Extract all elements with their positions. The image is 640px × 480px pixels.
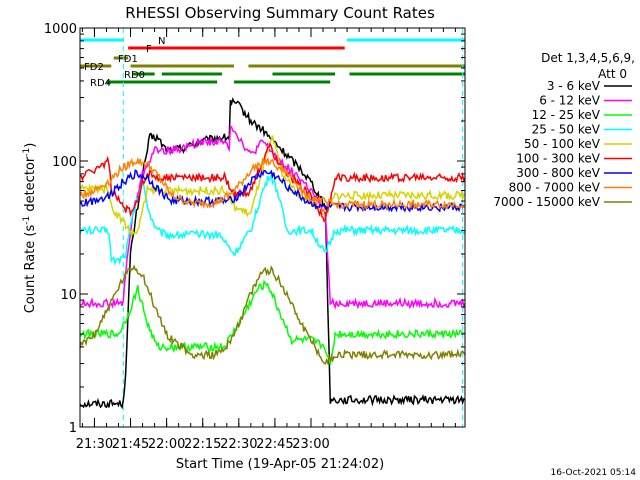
flag-label-n: N bbox=[158, 36, 165, 47]
x-tick-label: 22:00 bbox=[148, 437, 185, 452]
legend-label-800-7000-kev: 800 - 7000 keV bbox=[509, 181, 601, 195]
y-axis-label-mid: detector bbox=[23, 156, 38, 216]
series-line-25-50-kev bbox=[79, 173, 466, 266]
y-tick-label: 1000 bbox=[44, 22, 77, 37]
legend-label-100-300-kev: 100 - 300 keV bbox=[516, 152, 600, 166]
legend-label-3-6-kev: 3 - 6 keV bbox=[547, 79, 601, 93]
series-group bbox=[79, 97, 466, 410]
flag-bars: NF FD1 FD2 RD0 RD4 bbox=[80, 36, 465, 89]
series-line-50-100-kev bbox=[79, 135, 466, 239]
legend-label-50-100-kev: 50 - 100 keV bbox=[524, 137, 601, 151]
x-axis-label: Start Time (19-Apr-05 21:24:02) bbox=[176, 457, 384, 472]
flag-label-fd2: FD2 bbox=[84, 62, 104, 73]
x-tick-label: 22:15 bbox=[184, 437, 221, 452]
x-tick-label: 21:45 bbox=[112, 437, 149, 452]
series-line-12-25-kev bbox=[79, 279, 466, 365]
y-axis-label-sup1: -1 bbox=[22, 216, 32, 225]
y-axis-ticks: 1 10 100 1000 bbox=[44, 22, 465, 436]
attenuator-lines bbox=[122, 28, 464, 427]
flag-label-fd1: FD1 bbox=[118, 54, 138, 65]
x-tick-label: 23:00 bbox=[292, 437, 329, 452]
y-tick-label: 100 bbox=[52, 155, 77, 170]
flag-label-rd0: RD0 bbox=[124, 70, 145, 81]
chart-title: RHESSI Observing Summary Count Rates bbox=[125, 4, 435, 22]
series-line-100-300-kev bbox=[79, 142, 466, 223]
flag-label-f: F bbox=[146, 44, 152, 55]
series-line-300-800-kev bbox=[79, 169, 466, 213]
legend-label-6-12-kev: 6 - 12 keV bbox=[539, 94, 601, 108]
y-axis-label-sup2: -1 bbox=[22, 148, 32, 157]
series-line-800-7000-kev bbox=[79, 156, 466, 212]
plot-frame bbox=[79, 27, 466, 428]
legend-label-25-50-kev: 25 - 50 keV bbox=[532, 123, 601, 137]
x-tick-label: 21:30 bbox=[76, 437, 113, 452]
y-axis-label: Count Rate (s-1 detector-1) bbox=[22, 143, 38, 314]
y-axis-label-end: ) bbox=[23, 143, 38, 148]
legend-label-7000-15000-kev: 7000 - 15000 keV bbox=[493, 195, 600, 209]
flag-label-rd4: RD4 bbox=[90, 78, 111, 89]
x-tick-label: 22:45 bbox=[256, 437, 293, 452]
legend-header-attenuator: Att 0 bbox=[598, 67, 627, 81]
legend-label-12-25-kev: 12 - 25 keV bbox=[532, 108, 601, 122]
y-tick-label: 1 bbox=[69, 421, 77, 436]
legend-label-300-800-kev: 300 - 800 keV bbox=[516, 166, 600, 180]
legend-header-detectors: Det 1,3,4,5,6,9, bbox=[541, 51, 635, 65]
timestamp: 16-Oct-2021 05:14 bbox=[551, 468, 637, 478]
y-axis-label-main: Count Rate (s bbox=[23, 225, 38, 314]
series-line-7000-15000-kev bbox=[79, 264, 466, 366]
y-tick-label: 10 bbox=[60, 288, 77, 303]
x-tick-label: 22:30 bbox=[220, 437, 257, 452]
